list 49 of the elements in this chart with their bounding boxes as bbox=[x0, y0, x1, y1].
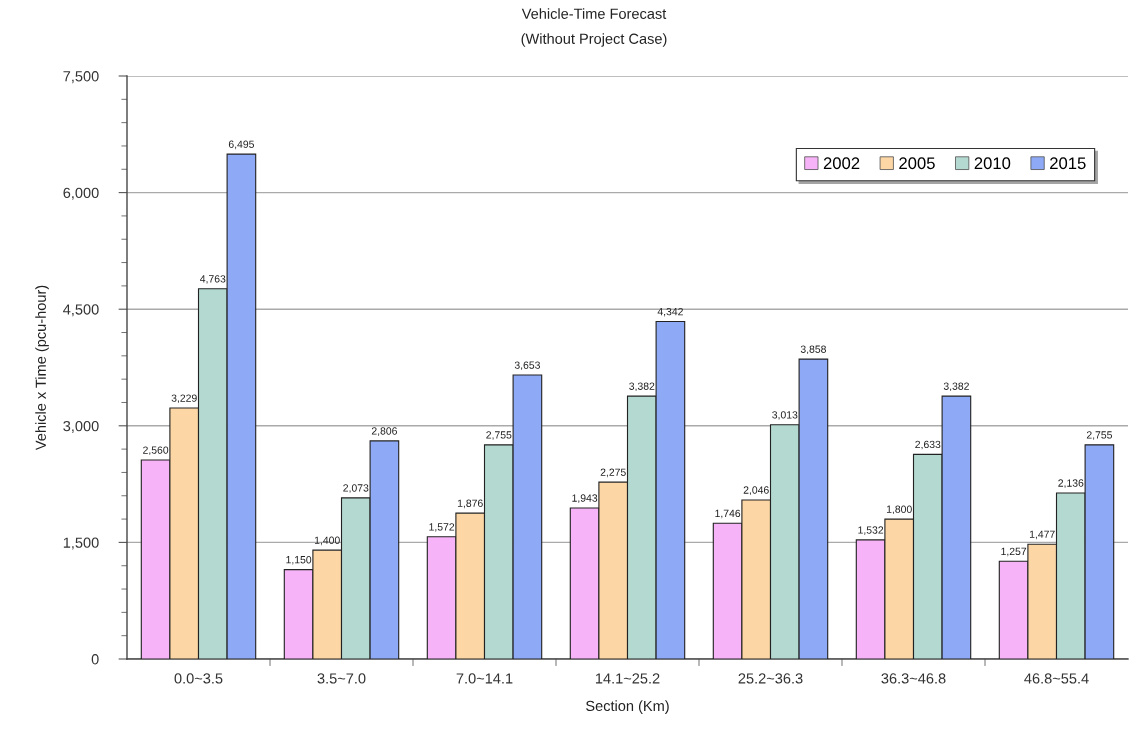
chart-subtitle: (Without Project Case) bbox=[521, 33, 667, 47]
y-tick-label: 4,500 bbox=[63, 304, 99, 317]
x-tick-label: 46.8~55.4 bbox=[1024, 673, 1089, 684]
data-label: 2,755 bbox=[486, 431, 512, 440]
data-label: 1,876 bbox=[457, 499, 483, 509]
data-label: 1,532 bbox=[858, 526, 884, 535]
data-label: 2,633 bbox=[915, 440, 941, 450]
data-label: 1,943 bbox=[572, 494, 598, 503]
data-label: 3,382 bbox=[943, 382, 969, 392]
data-label: 2,046 bbox=[743, 486, 769, 495]
data-label: 1,800 bbox=[886, 505, 912, 515]
data-label: 2,560 bbox=[143, 446, 169, 456]
x-tick-label: 25.2~36.3 bbox=[738, 673, 803, 684]
data-label: 1,150 bbox=[286, 556, 312, 565]
data-label: 6,495 bbox=[228, 140, 254, 150]
data-label: 4,342 bbox=[657, 307, 683, 317]
data-label: 1,477 bbox=[1029, 530, 1055, 540]
x-axis-title: Section (Km) bbox=[586, 700, 669, 714]
data-label: 1,746 bbox=[715, 509, 741, 519]
y-axis-title: Vehicle x Time (pcu-hour) bbox=[35, 285, 49, 451]
legend-label: 2015 bbox=[1050, 157, 1086, 170]
chart-title: Vehicle-Time Forecast bbox=[521, 8, 667, 19]
legend-label: 2010 bbox=[974, 157, 1011, 170]
x-tick-label: 36.3~46.8 bbox=[881, 673, 946, 684]
y-tick-label: 7,500 bbox=[63, 71, 99, 84]
y-tick-label: 0 bbox=[91, 654, 99, 665]
data-label: 1,572 bbox=[429, 523, 455, 532]
y-tick-label: 1,500 bbox=[63, 537, 99, 550]
data-label: 2,136 bbox=[1058, 479, 1084, 488]
y-tick-label: 3,000 bbox=[63, 420, 99, 433]
data-label: 1,257 bbox=[1001, 547, 1027, 557]
data-label: 3,653 bbox=[514, 361, 540, 371]
legend-label: 2002 bbox=[823, 157, 860, 170]
data-label: 2,755 bbox=[1086, 431, 1112, 440]
y-tick-label: 6,000 bbox=[63, 187, 99, 200]
data-label: 2,073 bbox=[343, 484, 369, 493]
data-label: 2,806 bbox=[371, 427, 397, 436]
data-label: 3,382 bbox=[629, 382, 655, 392]
data-label: 3,858 bbox=[800, 345, 826, 355]
legend-label: 2005 bbox=[899, 157, 935, 170]
data-label: 2,275 bbox=[600, 468, 626, 478]
x-tick-label: 14.1~25.2 bbox=[595, 673, 660, 684]
x-tick-label: 7.0~14.1 bbox=[456, 673, 513, 684]
data-label: 1,400 bbox=[314, 536, 340, 546]
data-label: 3,229 bbox=[171, 394, 197, 403]
x-tick-label: 3.5~7.0 bbox=[317, 673, 366, 684]
data-label: 3,013 bbox=[772, 411, 798, 420]
x-tick-label: 0.0~3.5 bbox=[174, 673, 223, 684]
data-label: 4,763 bbox=[200, 275, 226, 284]
